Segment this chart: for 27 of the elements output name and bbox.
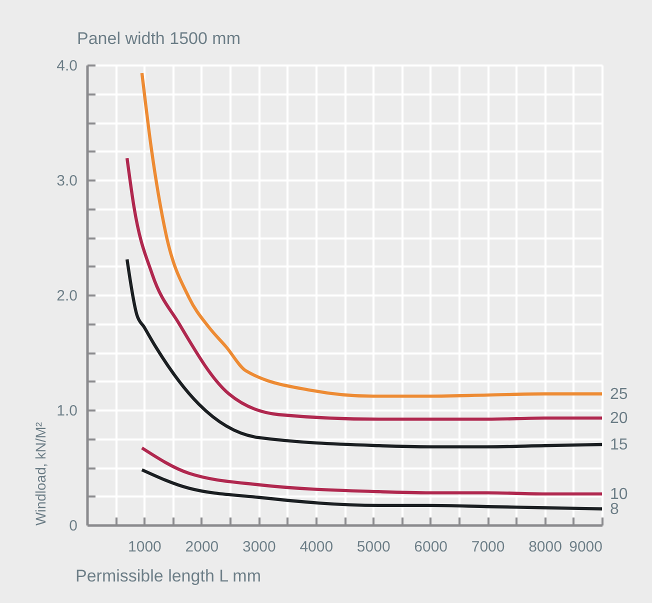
y-tick-label: 4.0 xyxy=(56,58,78,74)
series-label: 20 xyxy=(610,410,628,428)
x-axis-title: Permissible length L mm xyxy=(76,566,261,586)
x-tick-label: 2000 xyxy=(185,538,219,556)
x-tick-label: 6000 xyxy=(414,538,448,556)
series-label: 8 xyxy=(610,500,619,518)
x-tick-label: 3000 xyxy=(242,538,276,556)
y-axis-title: Windload, kN/M² xyxy=(32,422,49,526)
chart-title: Panel width 1500 mm xyxy=(77,29,240,48)
x-tick-label: 7000 xyxy=(471,538,505,556)
line-series xyxy=(140,446,604,496)
x-tick-label: 1000 xyxy=(128,538,162,556)
line-series xyxy=(140,468,604,510)
line-series xyxy=(125,156,604,421)
line-series xyxy=(125,258,604,448)
y-tick-label: 3.0 xyxy=(56,172,78,190)
x-tick-label: 8000 xyxy=(528,538,562,556)
x-tick-label: 4000 xyxy=(300,538,334,556)
y-tick-label: 2.0 xyxy=(56,288,78,304)
series-label: 25 xyxy=(610,386,628,403)
y-tick-label: 1.0 xyxy=(56,402,78,420)
line-series xyxy=(140,71,604,398)
series-label: 15 xyxy=(610,436,628,454)
series-label: 10 xyxy=(610,486,628,503)
x-tick-label: 9000 xyxy=(569,538,602,556)
x-tick-label: 5000 xyxy=(356,538,390,556)
y-tick-label: 0 xyxy=(69,518,78,534)
